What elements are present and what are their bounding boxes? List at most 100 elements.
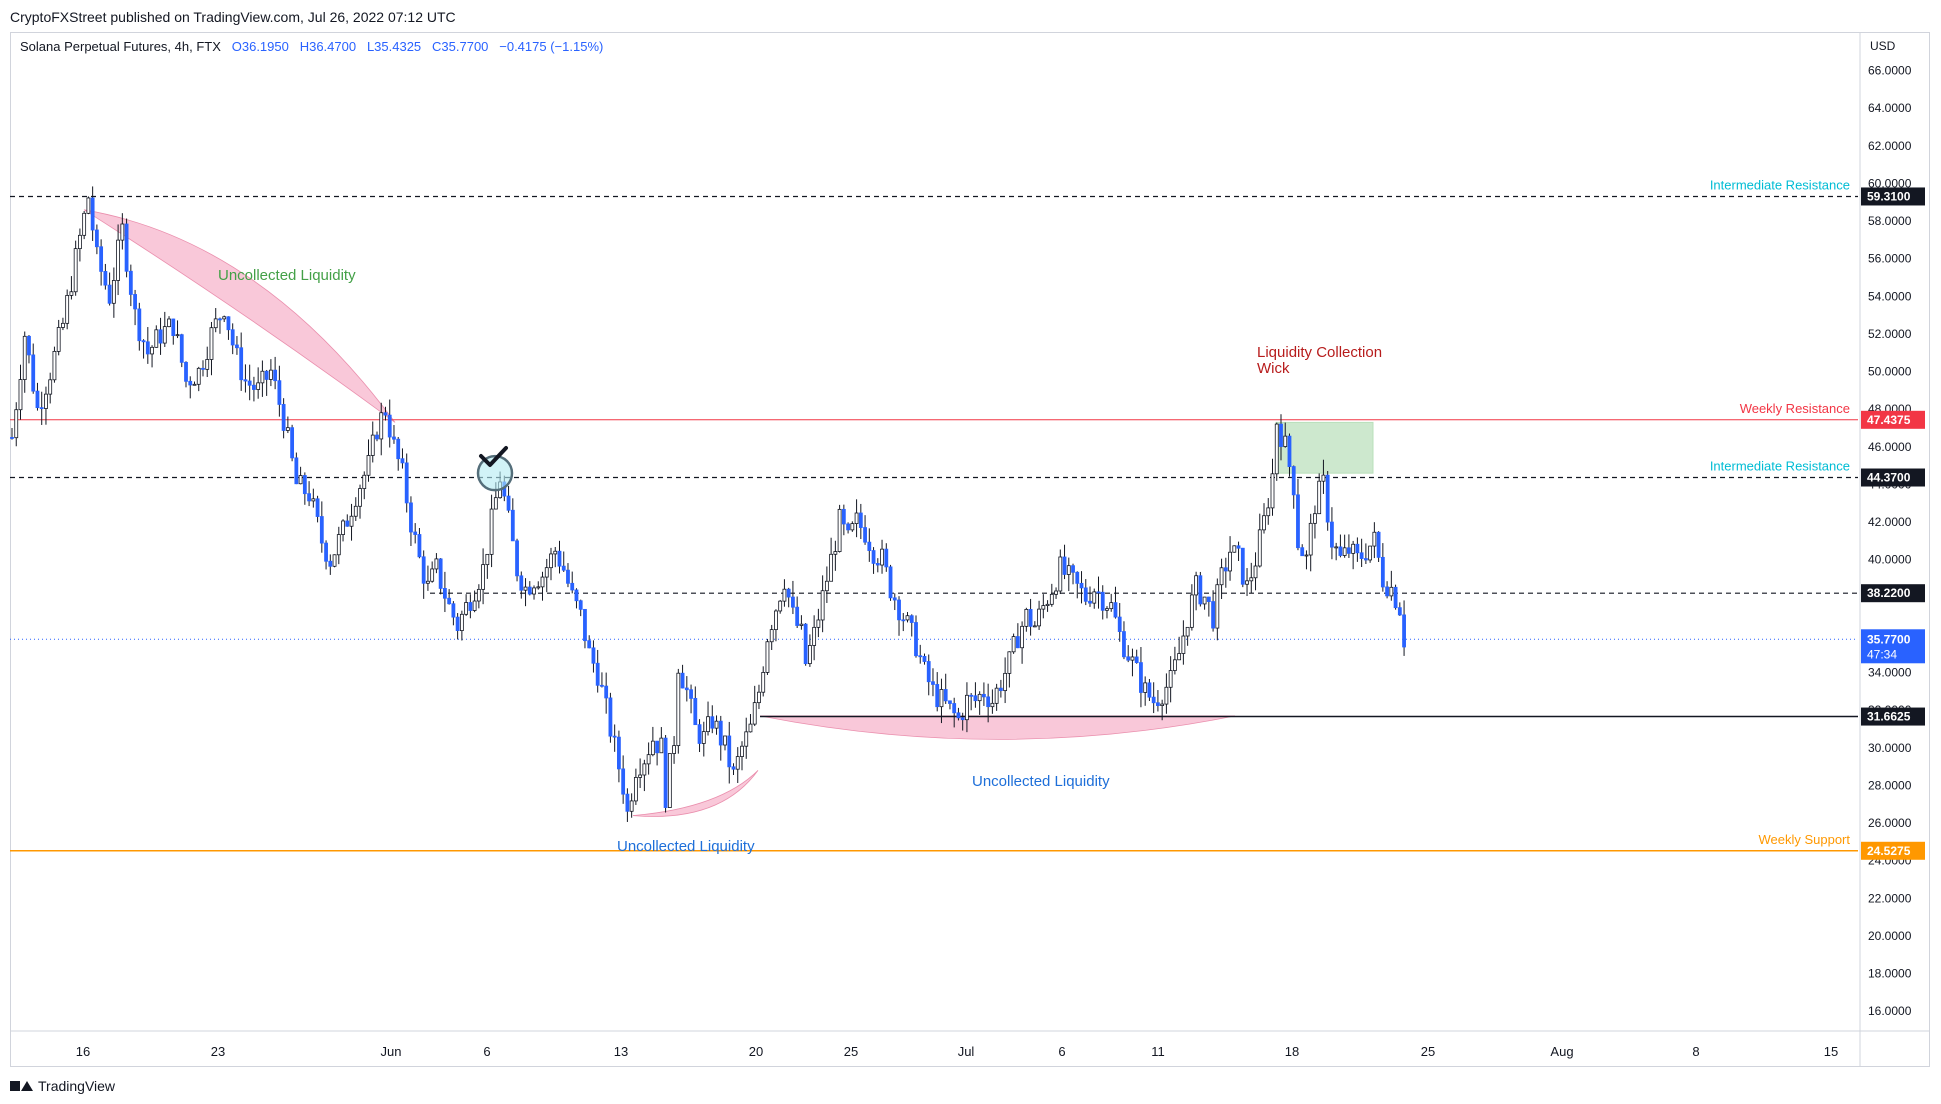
time-tick-label: 15 [1824, 1044, 1838, 1059]
price-tick-label: 42.0000 [1868, 515, 1912, 529]
candle-body [943, 689, 948, 702]
candle-body [939, 689, 944, 708]
candle-body [663, 737, 668, 808]
candle-body [888, 566, 893, 599]
candle-body [1194, 575, 1199, 596]
candle-body [451, 603, 456, 618]
candle-body [1113, 602, 1118, 618]
candle-body [222, 316, 227, 320]
candle-body [409, 502, 413, 533]
candle-body [1376, 531, 1381, 558]
candle-body [396, 438, 401, 460]
candle-body [1079, 582, 1084, 589]
candle-body [472, 600, 477, 611]
candle-body [44, 393, 48, 409]
candle-body [1291, 466, 1296, 496]
candle-body [515, 540, 519, 577]
candle-body [646, 754, 651, 765]
candle-body [1066, 565, 1071, 575]
symbol-title[interactable]: Solana Perpetual Futures, 4h, FTX [20, 39, 221, 54]
candle-body [111, 280, 116, 304]
candle-body [1130, 656, 1135, 661]
candle-body [489, 508, 494, 555]
candle-body [833, 551, 838, 555]
candle-body [837, 508, 842, 552]
candle-body [124, 223, 129, 272]
candle-body [69, 291, 74, 296]
candle-body [803, 623, 808, 665]
candle-body [1368, 545, 1373, 561]
time-tick-label: 20 [749, 1044, 763, 1059]
candle-body [188, 380, 193, 386]
candle-body [35, 390, 40, 409]
candle-body [680, 672, 685, 689]
candle-body [493, 497, 498, 510]
price-tick-label: 56.0000 [1868, 252, 1912, 266]
candle-body [731, 766, 736, 770]
candle-body [1304, 554, 1309, 557]
candle-body [137, 308, 142, 342]
candle-body [1253, 565, 1258, 579]
candle-body [897, 599, 901, 621]
candle-body [404, 462, 409, 504]
candle-body [621, 768, 626, 795]
candle-body [103, 270, 108, 286]
candle-body [1232, 545, 1237, 553]
candle-body [184, 361, 188, 382]
candle-body [854, 512, 859, 525]
candle-body [1330, 521, 1334, 548]
candle-body [926, 661, 931, 683]
candle-body [201, 367, 205, 370]
candle-body [778, 600, 783, 612]
candle-body [324, 542, 328, 562]
time-tick-label: 6 [1058, 1044, 1065, 1059]
annotation-ann-liq-wick-1: Liquidity Collection [1257, 344, 1382, 361]
tradingview-logo-icon[interactable] [10, 1079, 33, 1093]
candle-body [1351, 543, 1356, 554]
candle-body [587, 640, 592, 649]
candle-body [107, 284, 112, 304]
candle-body [1308, 522, 1313, 556]
candle-body [468, 602, 473, 611]
level-value-lvl-47: 47.4375 [1867, 413, 1911, 427]
candle-body [633, 777, 638, 802]
footer-brand[interactable]: TradingView [38, 1078, 116, 1094]
candle-body [27, 335, 31, 356]
candle-body [442, 588, 447, 599]
candle-body [171, 318, 176, 336]
candle-body [909, 615, 914, 623]
candle-body [128, 270, 133, 295]
candle-body [145, 341, 150, 355]
candle-body [510, 509, 515, 542]
candle-body [676, 672, 681, 747]
level-value-lvl-44: 44.3700 [1867, 471, 1911, 485]
candle-body [1274, 423, 1279, 475]
candle-body [196, 367, 201, 385]
candle-body [1092, 591, 1097, 604]
candle-body [1028, 609, 1033, 627]
last-price-value: 35.7700 [1867, 632, 1911, 646]
candle-body [387, 414, 392, 438]
time-tick-label: 6 [483, 1044, 490, 1059]
candle-body [549, 553, 553, 569]
candle-body [48, 379, 53, 395]
candle-body [1219, 567, 1224, 586]
candle-body [179, 334, 184, 363]
candle-body [1223, 567, 1228, 572]
candle-body [1245, 580, 1249, 585]
candle-body [574, 589, 579, 602]
close-label: C [432, 39, 442, 54]
candle-body [901, 619, 906, 622]
candle-body [595, 662, 600, 686]
candle-body [459, 613, 464, 631]
candle-body [1126, 656, 1131, 661]
candle-body [434, 558, 439, 570]
price-tick-label: 22.0000 [1868, 891, 1912, 905]
candle-body [952, 703, 957, 714]
time-tick-label: 23 [211, 1044, 225, 1059]
candle-body [608, 697, 613, 737]
candle-body [757, 691, 761, 704]
level-tag-lvl-59: Intermediate Resistance [1710, 177, 1850, 192]
price-tick-label: 20.0000 [1868, 929, 1912, 943]
